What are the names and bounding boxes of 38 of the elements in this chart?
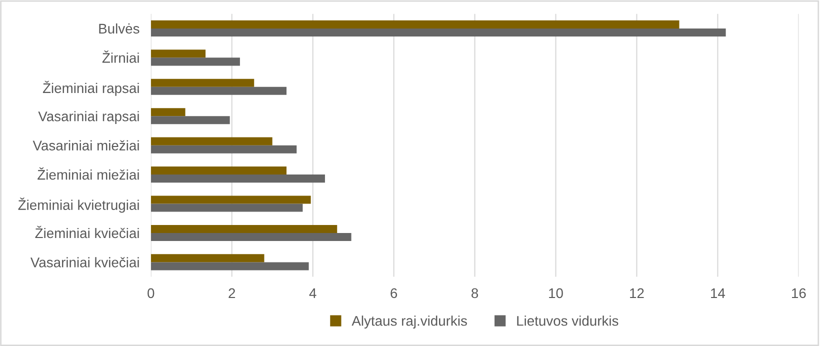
bar [150, 254, 264, 262]
bar [150, 58, 240, 66]
y-tick-label: Žieminiai miežiai [38, 167, 139, 180]
y-tick-label: Žieminiai kvietrugiai [18, 198, 139, 213]
bar [150, 137, 272, 146]
bar [150, 20, 680, 28]
x-tick-label: 8 [472, 288, 478, 298]
y-tick-label: Vasariniai kviečiai [30, 257, 139, 268]
bar [150, 174, 325, 183]
bar [150, 232, 352, 242]
y-tick-label: Žieminiai rapsai [42, 80, 139, 96]
x-tick-label: 0 [148, 288, 154, 298]
x-tick-label: 10 [549, 288, 563, 298]
y-tick-label: Žirniai [102, 50, 139, 63]
bar [150, 224, 338, 233]
bar [150, 50, 206, 58]
x-tick-label: 16 [792, 288, 806, 298]
legend-label: Alytaus raj.vidurkis [352, 316, 467, 329]
bar [150, 204, 303, 212]
x-tick-label: 14 [711, 288, 726, 298]
x-tick-label: 4 [309, 288, 316, 298]
legend-label: Lietuvos vidurkis [517, 316, 618, 326]
y-tick-label: Vasariniai rapsai [38, 111, 139, 124]
y-tick-label: Bulvės [99, 23, 140, 34]
bar [150, 166, 287, 175]
x-tick-label: 6 [390, 288, 398, 298]
x-tick-label: 12 [630, 288, 644, 298]
y-tick-label: Žieminiai kviečiai [35, 226, 139, 238]
bar [150, 262, 309, 270]
bar [150, 28, 726, 36]
bar [150, 86, 287, 95]
bar [150, 116, 230, 124]
bar [150, 78, 254, 87]
x-tick-label: 2 [228, 288, 236, 298]
y-tick-label: Vasariniai miežiai [32, 140, 139, 150]
bar [150, 145, 297, 154]
bar [150, 196, 311, 204]
bar [150, 108, 186, 116]
